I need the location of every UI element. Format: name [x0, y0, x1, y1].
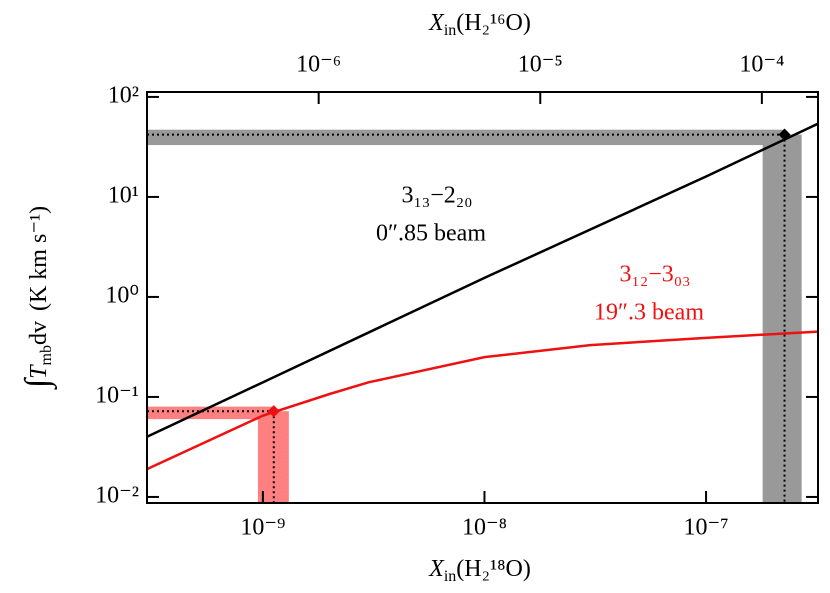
marker [267, 405, 280, 418]
series-line [146, 330, 819, 471]
series-name: 3₁₂−3₀₃ [619, 262, 690, 288]
series-beam: 19″.3 beam [594, 300, 704, 326]
y-symbol: T [26, 364, 52, 379]
tick-label: 10⁻⁵ [518, 52, 563, 78]
x2-rest: (H₂¹⁶O) [456, 10, 531, 36]
plot-frame [146, 91, 819, 504]
tick-label: 10⁰ [105, 282, 139, 308]
tick-label: 10⁻² [95, 482, 139, 508]
y-sub: mb [38, 345, 55, 365]
x-band [762, 134, 802, 504]
y-rest: dv [26, 321, 52, 345]
tick-label: 10⁻⁹ [240, 515, 285, 541]
series-line [146, 122, 819, 438]
x-axis-title: Xin(H₂¹⁸O) [428, 556, 531, 585]
tick-label: 10⁻⁴ [739, 52, 784, 78]
x-rest: (H₂¹⁸O) [456, 556, 531, 582]
tick-label: 10¹ [108, 182, 139, 208]
x2-symbol: X [428, 10, 445, 36]
tick-label: 10⁻⁸ [462, 515, 507, 541]
marker [778, 128, 791, 141]
series-beam: 0″.85 beam [376, 221, 486, 247]
x-sub: in [444, 568, 456, 585]
y-units: (K km s⁻¹) [26, 206, 52, 311]
y-band [147, 129, 785, 146]
tick-label: 10⁻⁶ [296, 52, 341, 78]
y-band [147, 406, 274, 420]
tick-label: 10⁻⁷ [684, 515, 729, 541]
y-integral: ∫ [19, 376, 58, 390]
tick-label: 10² [108, 82, 139, 108]
y-axis-title: ∫Tmbdv (K km s⁻¹) [19, 206, 58, 390]
x2-sub: in [444, 22, 456, 39]
series-name: 3₁₃−2₂₀ [401, 183, 472, 209]
tick-label: 10⁻¹ [95, 382, 139, 408]
x2-axis-title: Xin(H₂¹⁶O) [428, 10, 531, 39]
x-symbol: X [428, 556, 445, 582]
